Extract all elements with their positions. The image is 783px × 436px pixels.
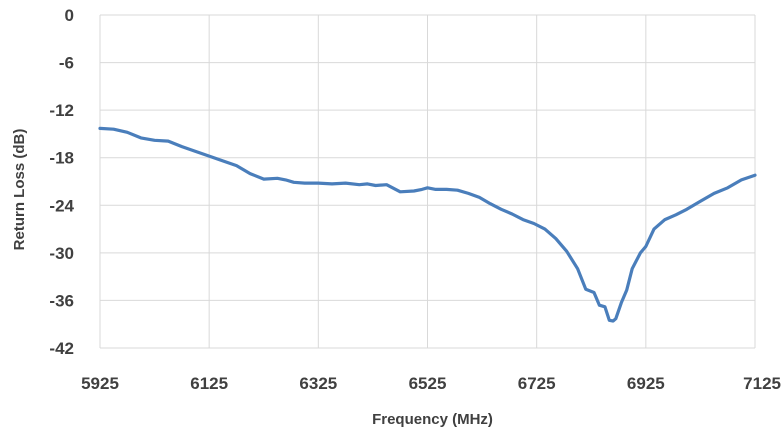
x-tick-label: 6925 xyxy=(627,374,665,393)
y-tick-label: -42 xyxy=(49,339,74,358)
y-tick-label: 0 xyxy=(65,6,74,25)
x-tick-label: 6725 xyxy=(518,374,556,393)
grid-lines xyxy=(99,14,756,349)
y-tick-label: -30 xyxy=(49,244,74,263)
y-tick-labels: 0 -6 -12 -18 -24 -30 -36 -42 xyxy=(49,6,74,358)
x-tick-label: 7125 xyxy=(743,374,781,393)
x-tick-labels: 5925 6125 6325 6525 6725 6925 7125 xyxy=(81,374,781,393)
x-tick-label: 6125 xyxy=(190,374,228,393)
return-loss-series-line xyxy=(98,126,757,323)
y-tick-label: -18 xyxy=(49,149,74,168)
x-tick-label: 6325 xyxy=(299,374,337,393)
x-tick-label: 5925 xyxy=(81,374,119,393)
x-tick-label: 6525 xyxy=(409,374,447,393)
y-tick-label: -24 xyxy=(49,196,74,215)
y-tick-label: -36 xyxy=(49,291,74,310)
series-layer xyxy=(98,126,757,323)
y-tick-label: -12 xyxy=(49,101,74,120)
y-axis-title: Return Loss (dB) xyxy=(11,129,28,251)
y-tick-label: -6 xyxy=(59,54,74,73)
x-axis-title: Frequency (MHz) xyxy=(372,411,493,428)
